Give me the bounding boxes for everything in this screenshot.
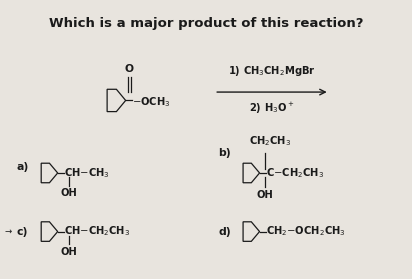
Text: O: O	[125, 64, 134, 74]
Text: OH: OH	[61, 247, 77, 257]
Text: 2) H$_3$O$^+$: 2) H$_3$O$^+$	[249, 100, 295, 116]
Text: OH: OH	[256, 190, 273, 200]
Text: c): c)	[16, 227, 28, 237]
Text: CH$-$CH$_3$: CH$-$CH$_3$	[64, 166, 110, 180]
Text: a): a)	[16, 162, 29, 172]
Text: $-$OCH$_3$: $-$OCH$_3$	[132, 95, 171, 109]
Text: 1) CH$_3$CH$_2$MgBr: 1) CH$_3$CH$_2$MgBr	[228, 64, 316, 78]
Text: CH$_2$$-$OCH$_2$CH$_3$: CH$_2$$-$OCH$_2$CH$_3$	[266, 225, 346, 239]
Text: C$-$CH$_2$CH$_3$: C$-$CH$_2$CH$_3$	[266, 166, 324, 180]
Text: →: →	[4, 227, 12, 236]
Text: Which is a major product of this reaction?: Which is a major product of this reactio…	[49, 17, 363, 30]
Text: d): d)	[218, 227, 231, 237]
Text: CH$-$CH$_2$CH$_3$: CH$-$CH$_2$CH$_3$	[64, 225, 130, 239]
Text: b): b)	[218, 148, 231, 158]
Text: CH$_2$CH$_3$: CH$_2$CH$_3$	[249, 134, 291, 148]
Text: OH: OH	[61, 188, 77, 198]
